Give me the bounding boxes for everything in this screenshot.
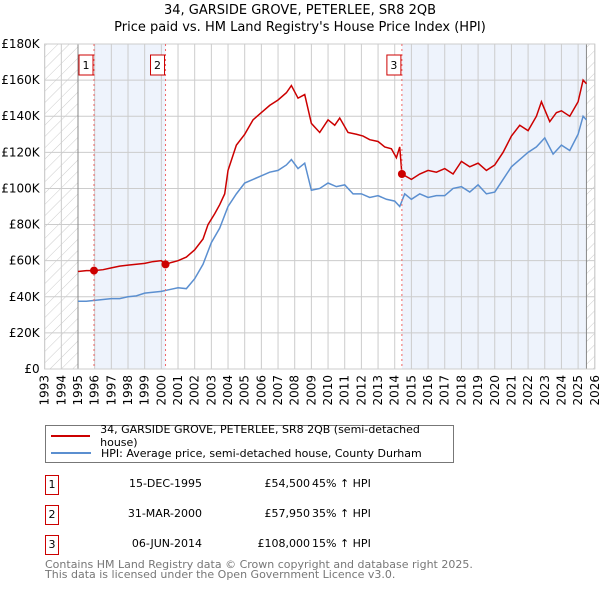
y-tick-label: £120K [1, 145, 41, 159]
x-tick-label: 2013 [371, 375, 385, 406]
footer-line: This data is licensed under the Open Gov… [45, 568, 396, 581]
x-tick-label: 1998 [121, 375, 135, 406]
x-tick-label: 2002 [188, 375, 202, 406]
chart-title: 34, GARSIDE GROVE, PETERLEE, SR8 2QB [163, 3, 437, 18]
legend-item-hpi: HPI: Average price, semi-detached house,… [51, 445, 422, 461]
sale-price: £57,950 [264, 507, 311, 520]
y-tick-label: £80K [9, 218, 41, 232]
sale-price: £108,000 [257, 537, 311, 550]
sale-hpi-diff: 15% ↑ HPI [312, 537, 371, 550]
x-tick-label: 2001 [171, 375, 185, 406]
legend-swatch [51, 435, 91, 437]
y-tick-label: £100K [1, 181, 41, 195]
chart-subtitle: Price paid vs. HM Land Registry's House … [114, 20, 486, 35]
sale-marker-box [150, 54, 166, 76]
sale-marker-label: 1 [83, 59, 90, 72]
x-tick-label: 2016 [421, 375, 435, 406]
x-tick-label: 1995 [71, 375, 85, 406]
footer-line: Contains HM Land Registry data © Crown c… [45, 558, 473, 571]
sale-marker: 2 [45, 505, 59, 525]
chart-legend: 34, GARSIDE GROVE, PETERLEE, SR8 2QB (se… [45, 423, 454, 463]
plot-frame [44, 43, 596, 370]
x-tick-label: 1996 [88, 375, 102, 406]
sale-hpi-diff: 45% ↑ HPI [312, 477, 371, 490]
y-tick-label: £20K [9, 326, 41, 340]
x-tick-label: 2009 [304, 375, 318, 406]
x-tick-label: 2019 [471, 375, 485, 406]
x-tick-label: 2005 [238, 375, 252, 406]
x-tick-label: 2024 [554, 375, 568, 406]
y-tick-label: £60K [9, 254, 41, 268]
x-tick-label: 2022 [521, 375, 535, 406]
x-tick-label: 1999 [138, 375, 152, 406]
x-tick-label: 2000 [154, 375, 168, 406]
sale-marker-box [78, 54, 94, 76]
y-tick-label: £180K [1, 37, 41, 51]
x-tick-label: 2011 [338, 375, 352, 406]
x-tick-label: 2026 [588, 375, 600, 406]
sale-date: 15-DEC-1995 [128, 477, 202, 490]
footer: Contains HM Land Registry data © Crown c… [45, 558, 473, 581]
y-tick-label: £0 [24, 362, 39, 376]
x-tick-label: 2012 [354, 375, 368, 406]
x-tick-label: 2006 [254, 375, 268, 406]
sale-marker-label: 2 [154, 59, 161, 72]
x-tick-label: 2021 [504, 375, 518, 406]
sale-date: 06-JUN-2014 [131, 537, 202, 550]
sale-point [397, 170, 406, 178]
x-tick-label: 1993 [38, 375, 52, 406]
x-tick-label: 2007 [271, 375, 285, 406]
x-tick-label: 2010 [321, 375, 335, 406]
y-tick-label: £40K [9, 290, 41, 304]
shade-band [94, 44, 166, 369]
x-tick-label: 2018 [454, 375, 468, 406]
series-line [77, 78, 587, 273]
x-tick-label: 2008 [288, 375, 302, 406]
sale-row: 3 06-JUN-2014 £108,000 15% ↑ HPI [45, 535, 465, 555]
sale-marker: 1 [45, 475, 59, 495]
x-tick-label: 2020 [488, 375, 502, 406]
sale-row: 1 15-DEC-1995 £54,500 45% ↑ HPI [45, 475, 465, 495]
x-tick-label: 2004 [221, 375, 235, 406]
legend-item-property: 34, GARSIDE GROVE, PETERLEE, SR8 2QB (se… [51, 423, 453, 449]
y-tick-label: £140K [1, 109, 41, 123]
x-tick-label: 1997 [104, 375, 118, 406]
hatch-post [586, 44, 595, 369]
shade-band [401, 44, 587, 369]
sale-hpi-diff: 35% ↑ HPI [312, 507, 371, 520]
legend-label: 34, GARSIDE GROVE, PETERLEE, SR8 2QB (se… [100, 423, 420, 449]
x-tick-label: 2014 [388, 375, 402, 406]
legend-label: HPI: Average price, semi-detached house,… [101, 446, 422, 460]
price-chart: 1993 1994 1995 1996 1997 1998 1999 2000 2001 2002… [1, 37, 600, 406]
x-tick-label: 2017 [438, 375, 452, 406]
sale-date: 31-MAR-2000 [127, 507, 202, 520]
legend-swatch [51, 452, 91, 454]
x-tick-label: 2015 [404, 375, 418, 406]
sale-price: £54,500 [264, 477, 311, 490]
sale-point [161, 260, 170, 269]
sale-point [90, 266, 99, 275]
x-tick-label: 2023 [538, 375, 552, 406]
y-tick-label: £160K [1, 73, 41, 87]
sale-row: 2 31-MAR-2000 £57,950 35% ↑ HPI [45, 505, 465, 525]
x-tick-label: 2025 [571, 375, 585, 406]
sale-marker-label: 3 [390, 59, 397, 72]
sale-marker-box [386, 54, 402, 76]
x-tick-label: 2003 [204, 375, 218, 406]
sale-marker: 3 [45, 535, 59, 555]
x-tick-label: 1994 [54, 375, 68, 406]
series-line [78, 114, 587, 303]
